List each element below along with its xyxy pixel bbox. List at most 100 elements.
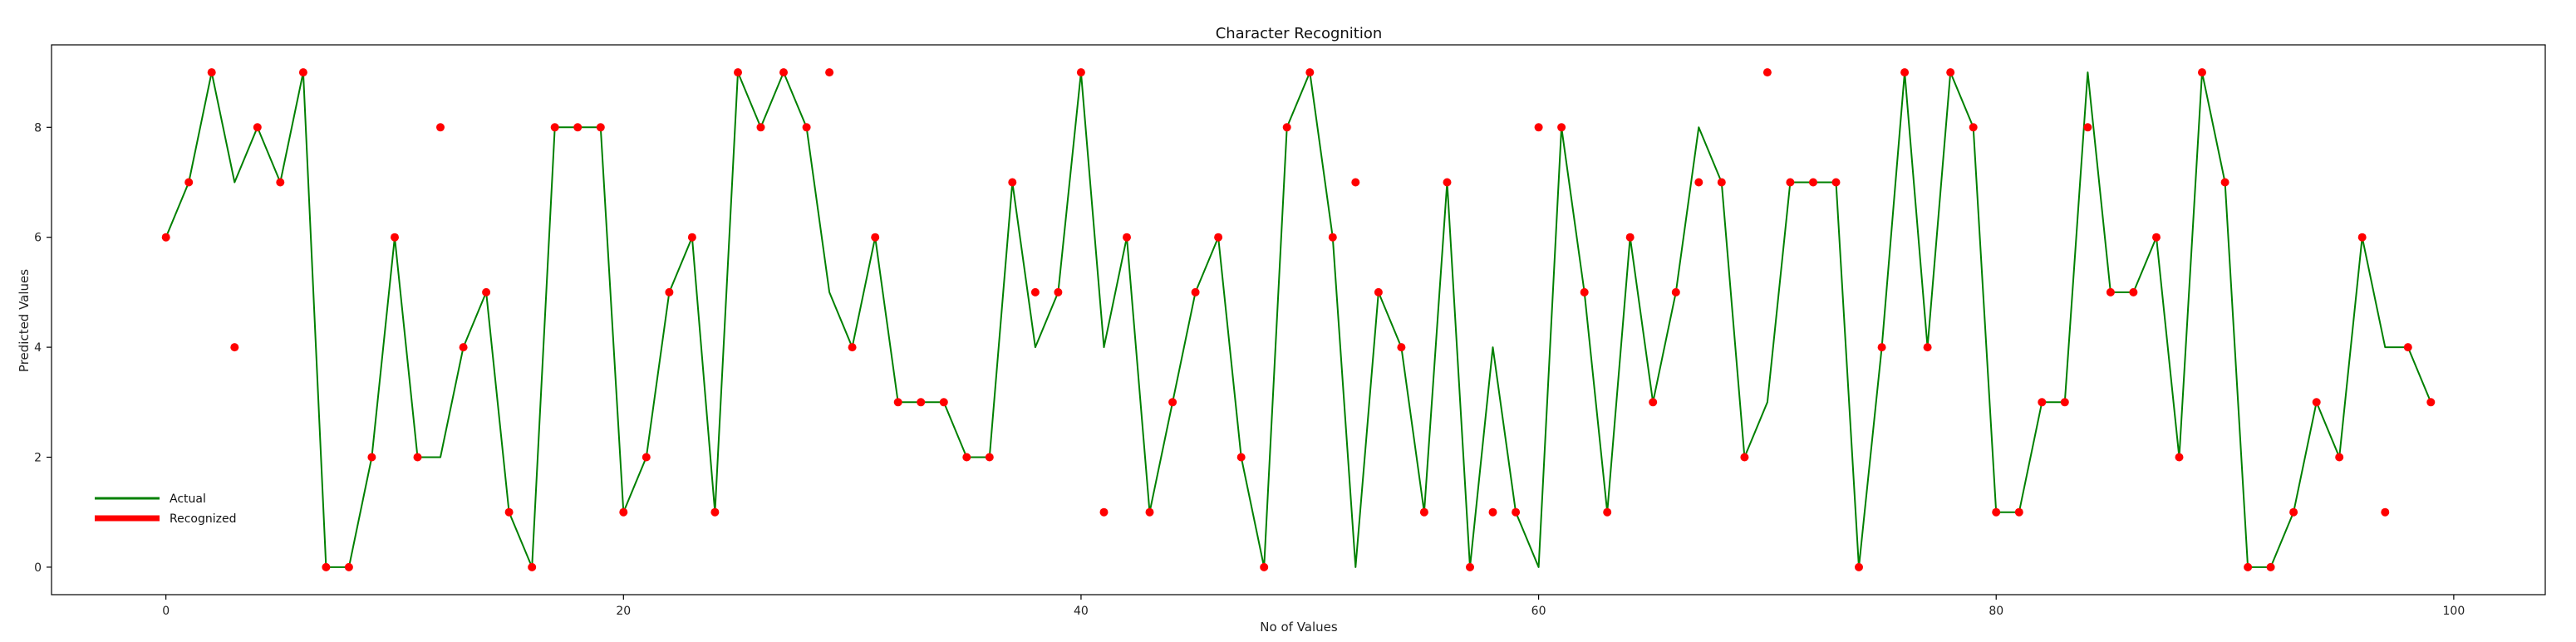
recognized-point (436, 123, 445, 132)
recognized-point (710, 507, 720, 517)
axes-frame (51, 44, 2546, 595)
recognized-point (2426, 398, 2436, 407)
recognized-point (1512, 507, 1521, 517)
recognized-point (1740, 453, 1749, 462)
legend-actual-label: Actual (170, 493, 206, 506)
recognized-point (642, 453, 651, 462)
series-actual-line (165, 71, 2432, 568)
recognized-point (482, 287, 491, 296)
recognized-point (1374, 287, 1383, 296)
recognized-point (917, 398, 926, 407)
recognized-point (1992, 507, 2001, 517)
recognized-point (1923, 343, 1932, 352)
recognized-point (1877, 343, 1886, 352)
recognized-point (1603, 507, 1612, 517)
legend-recognized-label: Recognized (170, 512, 236, 526)
recognized-point (2312, 398, 2321, 407)
recognized-point (2129, 287, 2138, 296)
y-axis-label: Predicted Values (17, 269, 32, 372)
recognized-point (504, 507, 514, 517)
recognized-point (1488, 507, 1497, 517)
recognized-point (2198, 68, 2206, 77)
recognized-point (1123, 233, 1131, 242)
recognized-point (2220, 178, 2229, 187)
recognized-point (1099, 507, 1109, 517)
axes: 0 20 40 60 80 100 0 2 4 6 8 (34, 44, 2546, 618)
recognized-point (2335, 453, 2344, 462)
y-tick-label: 0 (34, 561, 42, 575)
recognized-point (596, 123, 605, 132)
recognized-point (1282, 123, 1291, 132)
recognized-point (1054, 287, 1063, 296)
recognized-point (391, 233, 399, 242)
recognized-point (985, 453, 994, 462)
recognized-point (2357, 233, 2367, 242)
recognized-point (2266, 562, 2275, 571)
recognized-point (1557, 123, 1566, 132)
recognized-point (1855, 562, 1863, 571)
recognized-point (550, 123, 559, 132)
plot-area (161, 68, 2436, 571)
recognized-point (2175, 453, 2184, 462)
recognized-point (2083, 123, 2092, 132)
recognized-point (1694, 178, 1703, 187)
recognized-point (825, 68, 834, 77)
recognized-point (2014, 507, 2023, 517)
recognized-point (253, 123, 262, 132)
recognized-point (1625, 233, 1635, 242)
recognized-point (1076, 68, 1085, 77)
recognized-point (734, 68, 742, 77)
recognized-point (1214, 233, 1223, 242)
recognized-point (1809, 178, 1817, 187)
recognized-point (1419, 507, 1428, 517)
y-tick-label: 6 (34, 232, 42, 245)
recognized-point (528, 562, 537, 571)
recognized-point (413, 453, 422, 462)
x-tick-label: 60 (1531, 605, 1546, 618)
recognized-point (322, 562, 331, 571)
recognized-point (1168, 398, 1177, 407)
recognized-point (756, 123, 765, 132)
recognized-point (1351, 178, 1360, 187)
recognized-point (367, 453, 376, 462)
recognized-point (1328, 233, 1337, 242)
recognized-point (665, 287, 674, 296)
recognized-point (2106, 287, 2115, 296)
recognized-point (2403, 343, 2412, 352)
x-tick-label: 0 (162, 605, 170, 618)
recognized-point (1397, 343, 1406, 352)
recognized-point (1191, 287, 1200, 296)
x-tick-label: 40 (1074, 605, 1089, 618)
recognized-point (1900, 68, 1910, 77)
recognized-point (1969, 123, 1978, 132)
recognized-point (2060, 398, 2069, 407)
recognized-point (939, 398, 948, 407)
recognized-point (1008, 178, 1017, 187)
recognized-point (1030, 287, 1040, 296)
recognized-point (1649, 398, 1658, 407)
recognized-point (871, 233, 880, 242)
recognized-point (1671, 287, 1680, 296)
recognized-point (619, 507, 628, 517)
recognized-point (2244, 562, 2253, 571)
recognized-point (1305, 68, 1315, 77)
recognized-point (1762, 68, 1772, 77)
recognized-point (1717, 178, 1726, 187)
recognized-point (2289, 507, 2298, 517)
recognized-point (161, 233, 170, 242)
x-tick-label: 20 (616, 605, 631, 618)
recognized-point (1260, 562, 1269, 571)
recognized-point (962, 453, 971, 462)
recognized-point (1786, 178, 1795, 187)
recognized-point (1831, 178, 1841, 187)
recognized-point (687, 233, 696, 242)
recognized-point (573, 123, 583, 132)
legend: Actual Recognized (83, 480, 249, 530)
recognized-point (1145, 507, 1154, 517)
recognized-point (1466, 562, 1474, 571)
x-tick-label: 100 (2443, 605, 2465, 618)
recognized-point (2152, 233, 2161, 242)
